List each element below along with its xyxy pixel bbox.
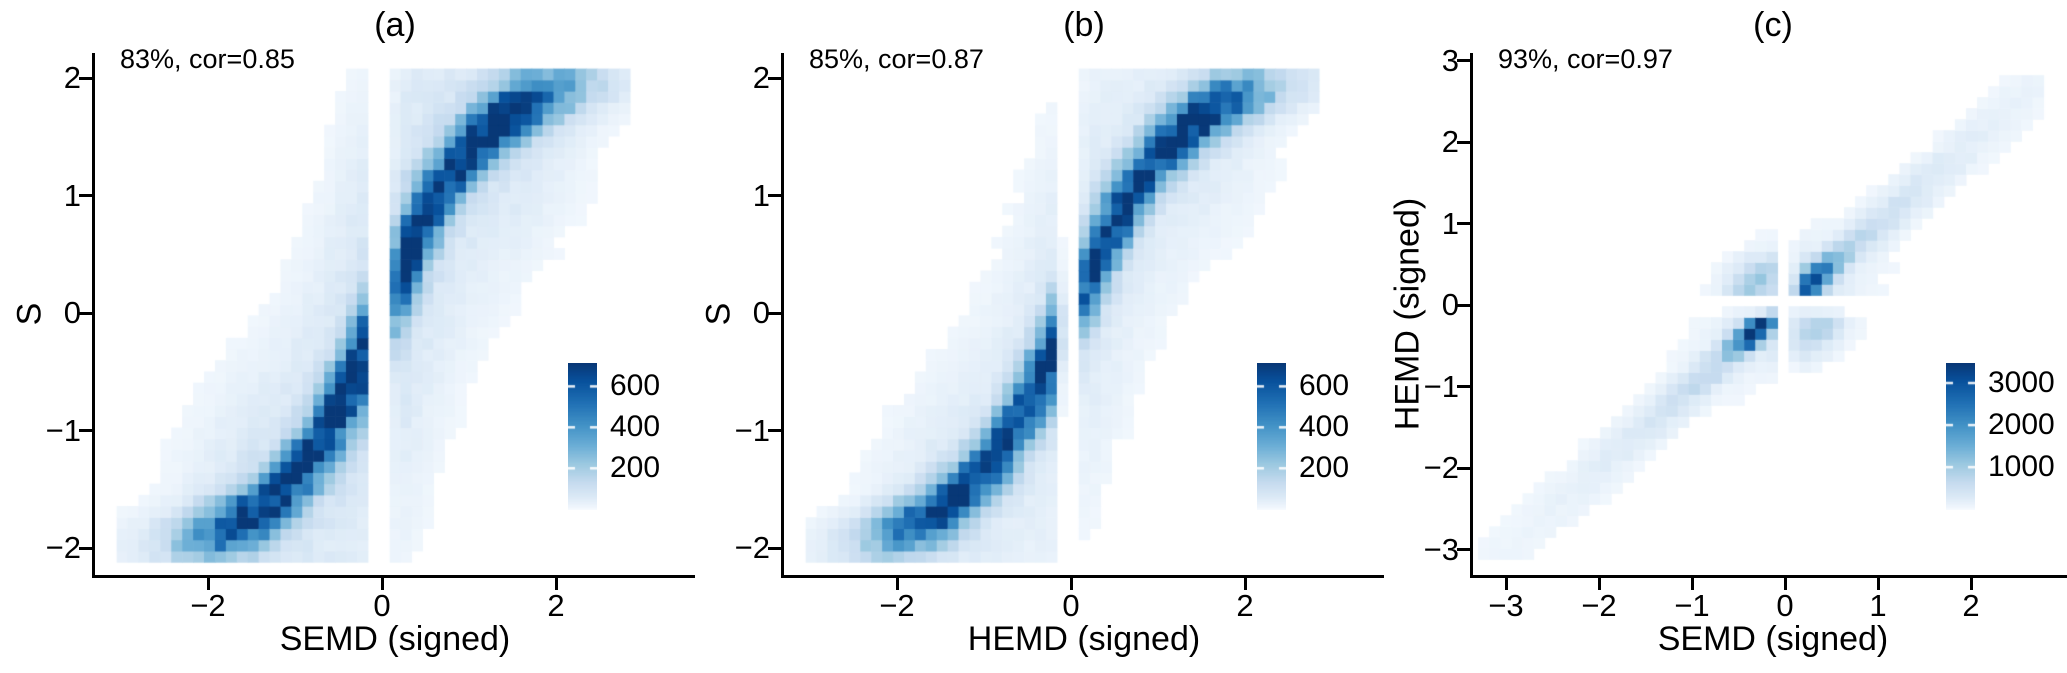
y-tick-label: −2	[734, 530, 770, 565]
y-tick-mark	[768, 546, 781, 550]
y-tick-mark	[1457, 140, 1470, 144]
x-tick-label: −3	[1488, 588, 1524, 623]
x-tick-label: 0	[373, 588, 391, 623]
colorbar-tick-label: 2000	[1988, 407, 2055, 441]
y-axis-label: S	[10, 302, 49, 326]
y-tick-mark	[1457, 548, 1470, 551]
y-tick-mark	[1457, 59, 1470, 62]
x-tick-mark	[1969, 578, 1973, 590]
y-tick-label: −1	[734, 412, 770, 448]
y-axis-line	[781, 53, 784, 578]
panel-a: (a) 83%, cor=0.85 −202 210−1−2 SEMD (sig…	[0, 0, 695, 673]
y-tick-label: −2	[45, 530, 81, 565]
x-tick-label: −1	[1674, 588, 1710, 623]
heatmap-canvas	[95, 53, 695, 575]
colorbar-tick-label: 400	[610, 410, 661, 444]
colorbar: 600 400 200	[1257, 363, 1349, 510]
y-tick-label: −1	[1423, 368, 1459, 404]
colorbar-tick-label: 3000	[1988, 365, 2055, 399]
y-tick-mark	[768, 194, 781, 197]
x-tick-mark	[1876, 578, 1880, 590]
y-tick-mark	[1457, 222, 1470, 225]
colorbar-tick-label: 200	[610, 451, 661, 485]
colorbar-tick-label: 1000	[1988, 449, 2055, 483]
y-tick-mark	[1457, 466, 1470, 470]
colorbar-gradient	[568, 363, 597, 510]
x-tick-label: 2	[1236, 588, 1254, 623]
x-axis-label: SEMD (signed)	[1657, 620, 1889, 658]
panel-title: (a)	[374, 6, 416, 44]
y-tick-label: 1	[1441, 205, 1459, 241]
x-tick-mark	[1069, 578, 1073, 590]
y-tick-mark	[79, 429, 92, 432]
y-tick-mark	[768, 311, 781, 315]
x-tick-label: 2	[547, 588, 565, 623]
heatmap-canvas	[1473, 53, 2067, 575]
y-tick-label: 2	[752, 60, 770, 95]
y-tick-label: −2	[1423, 450, 1459, 485]
x-axis-label: SEMD (signed)	[279, 620, 511, 658]
colorbar: 600 400 200	[568, 363, 660, 510]
y-tick-label: 0	[1441, 287, 1459, 322]
y-tick-mark	[79, 194, 92, 197]
x-tick-label: 1	[1869, 588, 1887, 623]
x-tick-mark	[1243, 578, 1247, 590]
x-tick-label: −2	[879, 588, 915, 623]
y-tick-label: 0	[752, 295, 770, 330]
y-tick-label: 3	[1441, 42, 1459, 78]
x-tick-mark	[895, 578, 899, 590]
x-tick-mark	[1690, 578, 1694, 590]
x-axis-line	[1470, 575, 2067, 578]
x-axis-line	[781, 575, 1384, 578]
x-tick-mark	[1597, 578, 1601, 590]
y-tick-mark	[1457, 303, 1470, 307]
y-axis-line	[92, 53, 95, 578]
colorbar: 3000 2000 1000	[1946, 363, 2055, 510]
x-axis-label: HEMD (signed)	[967, 620, 1201, 658]
y-tick-label: −1	[45, 412, 81, 448]
y-tick-mark	[768, 76, 781, 80]
y-axis-line	[1470, 53, 1473, 578]
y-tick-label: 0	[63, 295, 81, 330]
x-tick-mark	[554, 578, 558, 590]
x-axis-line	[92, 575, 695, 578]
panel-b: (b) 85%, cor=0.87 −202 210−1−2 HEMD (sig…	[689, 0, 1384, 673]
y-axis-label: S	[699, 302, 738, 326]
y-tick-mark	[768, 429, 781, 432]
x-tick-mark	[1783, 578, 1787, 590]
x-tick-mark	[380, 578, 384, 590]
y-tick-label: 2	[63, 60, 81, 95]
colorbar-tick-label: 600	[1299, 369, 1350, 403]
y-axis-label: HEMD (signed)	[1388, 197, 1427, 431]
x-tick-label: 0	[1776, 588, 1794, 623]
y-tick-mark	[1457, 385, 1470, 388]
y-tick-mark	[79, 76, 92, 80]
y-tick-label: 1	[752, 177, 770, 213]
y-tick-label: 1	[63, 177, 81, 213]
x-tick-label: 0	[1062, 588, 1080, 623]
y-tick-mark	[79, 546, 92, 550]
x-tick-label: −2	[1581, 588, 1617, 623]
y-tick-label: 2	[1441, 124, 1459, 159]
panel-title: (b)	[1063, 6, 1105, 44]
colorbar-tick-label: 200	[1299, 451, 1350, 485]
x-tick-label: 2	[1962, 588, 1980, 623]
panel-title: (c)	[1753, 6, 1793, 44]
y-tick-label: −3	[1423, 531, 1459, 567]
colorbar-gradient	[1257, 363, 1286, 510]
colorbar-tick-label: 400	[1299, 410, 1350, 444]
colorbar-tick-label: 600	[610, 369, 661, 403]
y-tick-mark	[79, 311, 92, 315]
colorbar-gradient	[1946, 363, 1975, 510]
heatmap-canvas	[784, 53, 1384, 575]
x-tick-mark	[1504, 578, 1508, 590]
x-tick-mark	[206, 578, 210, 590]
x-tick-label: −2	[190, 588, 226, 623]
